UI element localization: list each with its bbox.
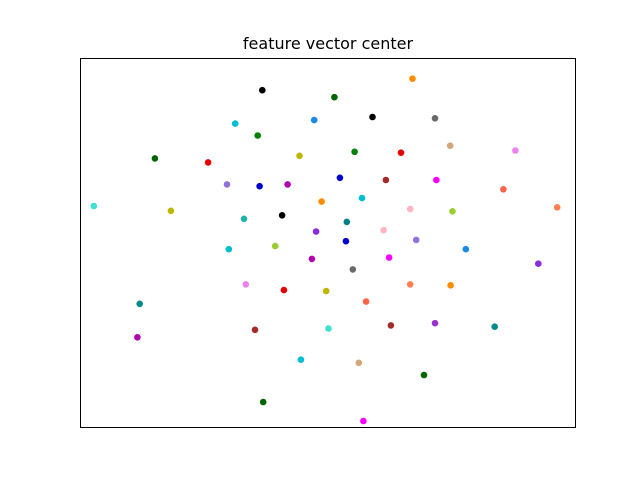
scatter-point-29 — [553, 204, 561, 211]
scatter-point-16 — [223, 181, 231, 188]
scatter-point-17 — [256, 182, 263, 190]
scatter-point-40 — [308, 255, 316, 263]
scatter-point-6 — [369, 113, 376, 121]
scatter-point-36 — [412, 236, 420, 244]
scatter-point-2 — [331, 93, 338, 101]
scatter-point-60 — [259, 398, 267, 406]
scatter-point-44 — [242, 281, 250, 288]
scatter-point-21 — [433, 176, 440, 184]
scatter-point-10 — [512, 147, 519, 154]
scatter-point-45 — [280, 286, 288, 294]
scatter-point-14 — [351, 148, 358, 156]
scatter-point-23 — [90, 202, 98, 210]
scatter-point-26 — [358, 194, 366, 202]
scatter-point-61 — [360, 417, 367, 425]
scatter-point-24 — [167, 207, 175, 215]
scatter-point-52 — [325, 325, 332, 332]
scatter-point-34 — [312, 228, 320, 235]
scatter-point-58 — [355, 359, 363, 367]
scatter-point-3 — [409, 75, 416, 82]
scatter-point-41 — [385, 254, 393, 261]
scatter-point-43 — [349, 266, 357, 273]
plot-area — [80, 58, 576, 428]
scatter-point-20 — [382, 176, 390, 184]
scatter-point-37 — [225, 245, 233, 253]
scatter-point-39 — [462, 245, 470, 253]
scatter-point-48 — [447, 282, 454, 289]
scatter-point-15 — [397, 149, 405, 156]
scatter-point-33 — [380, 226, 387, 234]
scatter-point-27 — [406, 205, 414, 213]
scatter-point-22 — [500, 186, 507, 193]
scatter-point-25 — [318, 198, 325, 205]
scatter-point-1 — [259, 86, 266, 94]
scatter-point-50 — [136, 300, 143, 308]
scatter-point-9 — [446, 142, 454, 149]
scatter-point-54 — [431, 319, 439, 327]
scatter-point-47 — [406, 281, 414, 288]
scatter-point-13 — [296, 152, 303, 160]
scatter-point-51 — [251, 326, 259, 334]
scatter-point-5 — [310, 116, 318, 124]
chart-title: feature vector center — [243, 34, 414, 53]
scatter-point-7 — [431, 115, 439, 122]
scatter-point-28 — [449, 208, 456, 215]
scatter-point-18 — [284, 181, 291, 188]
scatter-point-56 — [134, 334, 141, 341]
scatter-point-46 — [322, 287, 330, 295]
scatter-point-35 — [342, 237, 350, 245]
scatter-point-42 — [535, 260, 542, 268]
scatter-point-38 — [271, 242, 279, 250]
scatter-point-11 — [151, 155, 159, 162]
scatter-point-57 — [297, 356, 305, 364]
scatter-point-8 — [254, 132, 261, 139]
scatter-point-49 — [362, 298, 370, 305]
scatter-point-30 — [240, 215, 248, 223]
scatter-point-59 — [420, 371, 428, 379]
points-layer — [90, 75, 561, 425]
scatter-point-4 — [231, 120, 239, 127]
scatter-point-53 — [387, 322, 395, 329]
scatter-point-32 — [343, 218, 351, 226]
scatter-point-19 — [336, 174, 344, 182]
scatter-point-12 — [204, 159, 212, 166]
scatter-point-55 — [491, 323, 499, 331]
scatter-point-31 — [278, 212, 286, 219]
